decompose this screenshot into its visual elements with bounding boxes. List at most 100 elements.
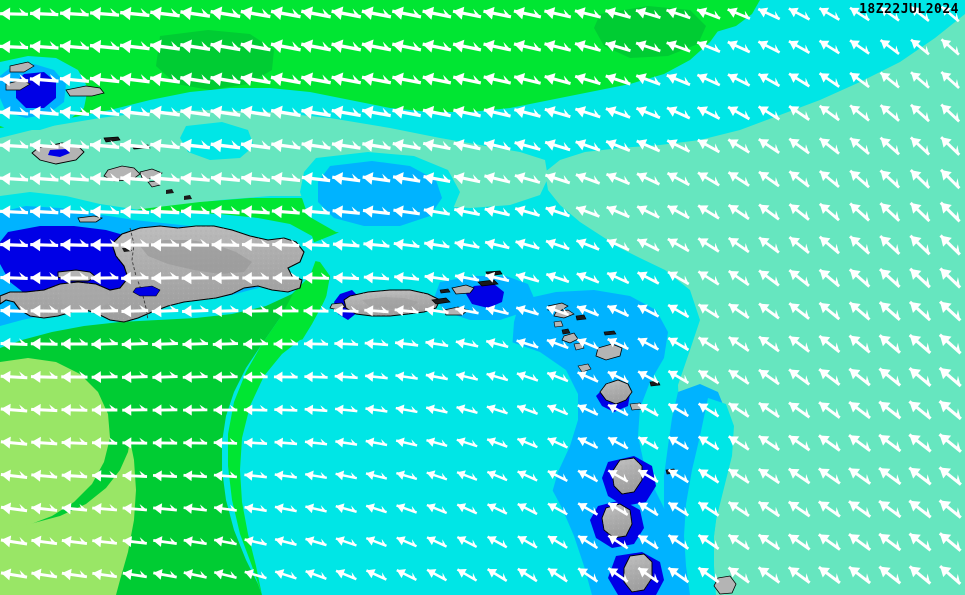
- wind-arrow: [89, 104, 120, 122]
- wind-arrow: [121, 304, 149, 318]
- montserrat-island: [577, 363, 592, 373]
- wind-arrow: [151, 337, 179, 351]
- wind-arrow: [935, 263, 965, 293]
- wind-arrow: [30, 534, 58, 550]
- wind-arrow: [875, 396, 905, 424]
- wind-arrow: [937, 35, 963, 59]
- wind-arrow: [815, 463, 844, 489]
- wind-arrow: [421, 4, 453, 24]
- wind-arrow: [455, 500, 479, 518]
- wind-arrow: [151, 304, 179, 318]
- wind-arrow: [816, 199, 843, 225]
- wind-arrow: [332, 238, 360, 252]
- wind-arrow: [906, 198, 934, 226]
- wind-arrow: [0, 468, 28, 484]
- wind-arrow: [29, 6, 59, 22]
- wind-arrow: [362, 204, 391, 220]
- st-kitts-island: [561, 332, 579, 344]
- forecast-timestamp-label: 18Z22JUL2024: [859, 2, 959, 17]
- wind-arrow: [664, 4, 693, 24]
- wind-arrow: [0, 534, 28, 550]
- wind-arrow: [334, 566, 359, 584]
- wind-arrow: [545, 401, 570, 419]
- wind-arrow: [333, 304, 359, 318]
- wind-arrow: [905, 297, 935, 325]
- wind-arrow: [785, 496, 813, 522]
- wind-arrow: [482, 103, 512, 123]
- wind-arrow: [484, 269, 511, 287]
- wind-arrow: [905, 363, 935, 391]
- wind-arrow: [725, 562, 753, 588]
- wind-arrow: [815, 232, 843, 258]
- wind-arrow: [876, 100, 903, 126]
- wind-arrow: [755, 200, 783, 224]
- wind-arrow: [695, 135, 723, 157]
- wind-arrow: [785, 134, 813, 158]
- wind-arrow: [149, 171, 181, 187]
- wind-arrow: [364, 403, 389, 417]
- wind-arrow: [269, 103, 302, 123]
- wind-arrow: [785, 562, 814, 588]
- wind-arrow: [243, 469, 268, 483]
- band-bright-green-northeast-nub: [694, 0, 760, 32]
- wind-arrow: [936, 231, 965, 259]
- wind-arrow: [543, 103, 573, 123]
- wind-arrow: [394, 403, 419, 417]
- wind-arrow: [30, 271, 59, 285]
- wind-arrow: [423, 270, 450, 286]
- wind-arrow: [150, 238, 180, 252]
- wind-arrow: [334, 370, 359, 384]
- wind-arrow: [786, 36, 813, 58]
- wind-arrow: [485, 369, 510, 385]
- wind-arrow: [935, 396, 965, 424]
- band-blue-virgin-nub: [466, 284, 504, 308]
- wind-arrow: [545, 531, 570, 553]
- wind-arrow: [905, 561, 935, 589]
- wind-arrow: [545, 564, 571, 586]
- wind-arrow: [240, 137, 272, 155]
- tortuga-outline: [77, 215, 103, 223]
- wind-arrow: [451, 70, 483, 90]
- wind-arrow: [755, 134, 783, 158]
- wind-arrow: [0, 435, 28, 451]
- wind-arrow: [665, 366, 692, 388]
- wind-arrow: [243, 534, 268, 550]
- wind-arrow: [421, 37, 453, 57]
- wind-arrow: [695, 464, 722, 488]
- wind-arrow: [90, 204, 120, 220]
- wind-arrow: [665, 300, 692, 322]
- wind-arrow: [755, 332, 783, 356]
- wind-arrow: [695, 233, 722, 257]
- wind-arrow: [875, 430, 905, 456]
- wind-arrow: [29, 204, 59, 220]
- wind-arrow: [695, 4, 723, 24]
- wind-arrow: [755, 365, 783, 389]
- wind-arrow: [242, 304, 269, 318]
- wind-arrow: [149, 71, 181, 89]
- wind-arrow: [213, 469, 238, 483]
- wind-arrow: [935, 495, 965, 523]
- wind-arrow: [273, 338, 299, 350]
- wind-arrow: [303, 338, 329, 350]
- wind-arrow: [149, 38, 181, 56]
- wind-arrow: [0, 171, 29, 187]
- wind-arrow: [425, 500, 449, 518]
- wind-arrow: [876, 133, 903, 159]
- wind-arrow: [544, 269, 571, 287]
- wind-arrow: [846, 199, 873, 225]
- wind-arrow: [725, 69, 753, 91]
- wind-arrow: [90, 238, 119, 252]
- wind-arrow: [725, 134, 753, 158]
- wind-arrow: [30, 370, 58, 384]
- wind-arrow: [424, 303, 450, 319]
- wind-arrow: [182, 534, 208, 550]
- wind-arrow: [846, 166, 873, 192]
- wind-arrow: [30, 403, 58, 417]
- island-hispaniola: [0, 225, 305, 323]
- wind-arrow: [149, 137, 181, 155]
- wind-arrow: [243, 437, 268, 449]
- wind-arrow: [179, 5, 211, 23]
- wind-arrow: [393, 271, 420, 285]
- wind-arrow: [514, 269, 541, 287]
- wind-arrow: [482, 136, 512, 156]
